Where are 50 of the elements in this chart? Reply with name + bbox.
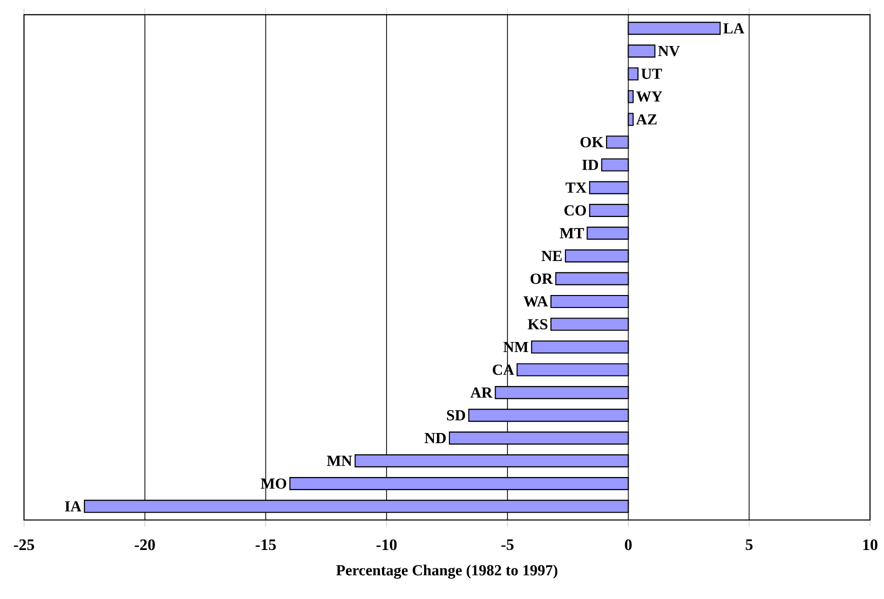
bar (628, 90, 634, 104)
y-tick-label: ND (424, 433, 446, 444)
bar (468, 408, 629, 422)
x-tick-label: 10 (863, 539, 878, 550)
x-tick-label: -10 (376, 539, 397, 550)
bar (289, 477, 629, 490)
x-tick-label: -15 (256, 539, 276, 550)
x-tick-label: -5 (501, 539, 514, 550)
y-tick-label: WY (636, 91, 662, 102)
bar (354, 454, 629, 468)
bar (550, 294, 629, 308)
bar (564, 249, 629, 262)
bar (628, 67, 638, 80)
y-tick-label: WA (524, 296, 548, 307)
bar (531, 340, 629, 354)
bar (628, 112, 634, 126)
x-axis-title: Percentage Change (1982 to 1997) (336, 564, 558, 579)
x-tick-label: 0 (624, 539, 632, 550)
y-tick-label: NV (658, 46, 680, 56)
x-tick-label: -25 (14, 539, 34, 550)
bar (586, 226, 629, 240)
y-tick-label: IA (64, 501, 82, 512)
x-tick-label: -20 (134, 539, 155, 550)
y-tick-label: CO (564, 205, 586, 216)
y-tick-label: MT (560, 228, 584, 238)
bar (448, 432, 629, 445)
y-tick-label: UT (641, 68, 662, 79)
y-tick-label: AZ (636, 114, 657, 124)
bar (606, 136, 629, 149)
bar (628, 22, 721, 35)
bar (550, 318, 629, 331)
x-tick-label: 5 (746, 539, 753, 550)
bar (84, 500, 629, 513)
bar (589, 204, 629, 217)
y-tick-label: OR (530, 274, 553, 284)
y-tick-label: KS (528, 319, 548, 330)
bar (516, 363, 629, 376)
bar (589, 181, 629, 194)
bar (601, 158, 629, 172)
y-tick-label: NE (542, 250, 562, 261)
bar (494, 386, 629, 400)
y-tick-label: AR (470, 387, 493, 398)
y-tick-label: TX (566, 182, 587, 193)
y-tick-label: ID (582, 160, 598, 170)
bar (628, 44, 656, 58)
y-tick-label: MN (326, 456, 352, 466)
y-tick-label: OK (580, 136, 604, 148)
y-tick-label: LA (723, 23, 744, 34)
y-tick-label: SD (447, 410, 466, 420)
bar (555, 272, 629, 286)
